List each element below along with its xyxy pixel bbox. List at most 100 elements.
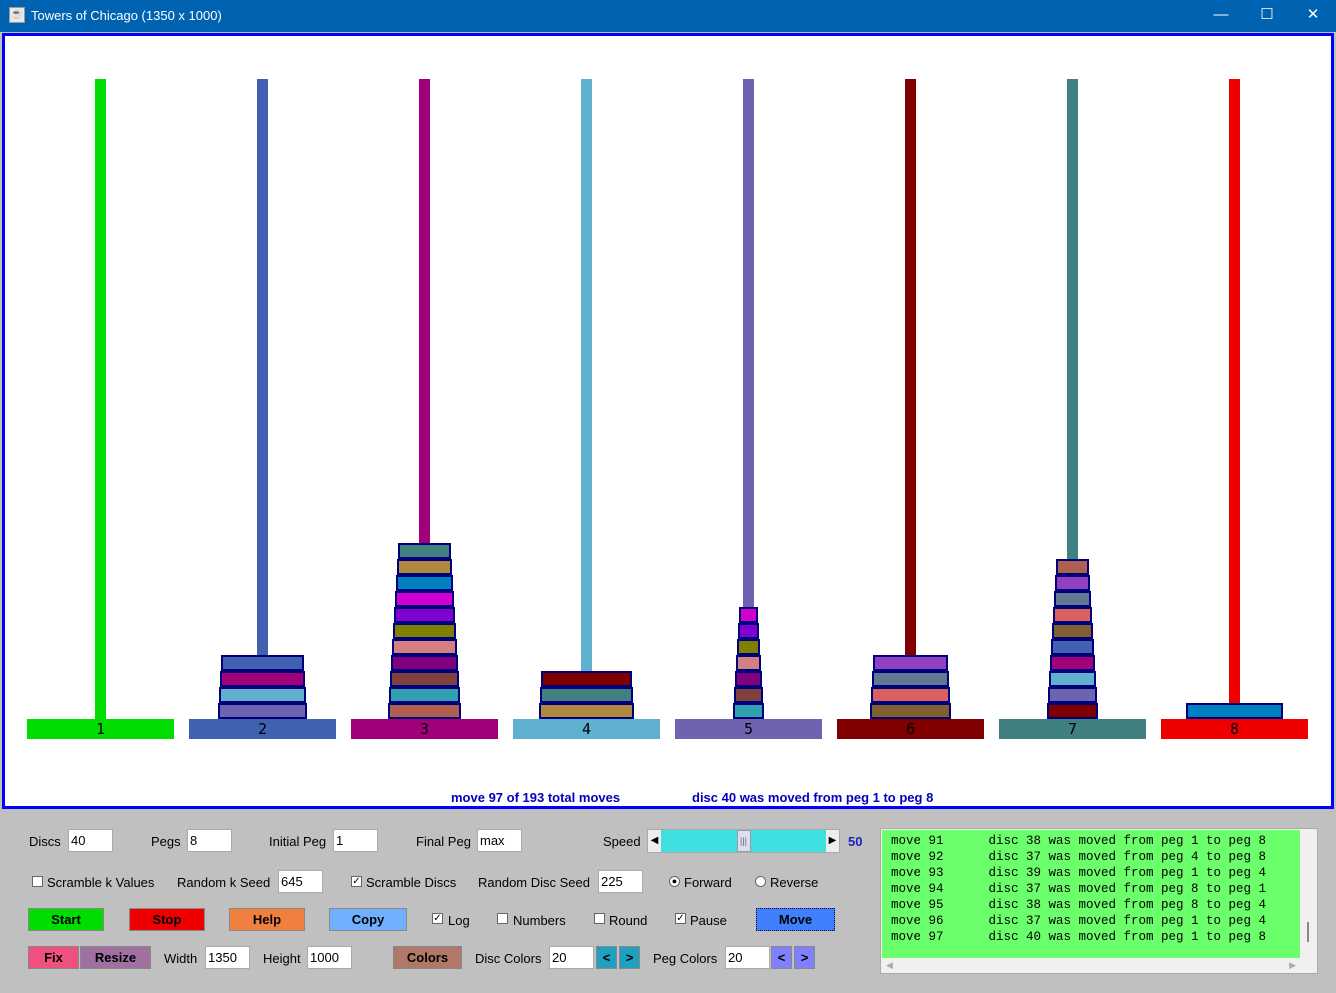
- scramble-k-checkbox[interactable]: [32, 876, 43, 887]
- round-checkbox[interactable]: [594, 913, 605, 924]
- peg-2[interactable]: [257, 79, 268, 719]
- peg-base-3[interactable]: 3: [351, 719, 498, 739]
- disc-20[interactable]: [395, 575, 453, 591]
- disc-3[interactable]: [736, 639, 760, 655]
- discs-input[interactable]: 40: [68, 829, 113, 852]
- peg-colors-input[interactable]: 20: [725, 946, 770, 969]
- log-checkbox[interactable]: ✓: [432, 913, 443, 924]
- peg-1[interactable]: [95, 79, 106, 719]
- disc-24[interactable]: [391, 639, 457, 655]
- disc-21[interactable]: [394, 591, 454, 607]
- disc-28[interactable]: [387, 703, 461, 719]
- disc-15[interactable]: [1048, 671, 1096, 687]
- peg-8[interactable]: [1229, 79, 1240, 719]
- fix-button[interactable]: Fix: [28, 946, 79, 969]
- disc-22[interactable]: [393, 607, 455, 623]
- peg-base-7[interactable]: 7: [999, 719, 1146, 739]
- scroll-left-arrow[interactable]: ◀: [886, 960, 893, 970]
- disc-19[interactable]: [396, 559, 452, 575]
- numbers-checkbox[interactable]: [497, 913, 508, 924]
- maximize-button[interactable]: ☐: [1260, 6, 1274, 23]
- disc-36[interactable]: [217, 703, 307, 719]
- copy-button[interactable]: Copy: [329, 908, 407, 931]
- forward-radio[interactable]: ●: [669, 876, 680, 887]
- close-button[interactable]: ✕: [1306, 6, 1320, 23]
- scramble-discs-checkbox[interactable]: ✓: [351, 876, 362, 887]
- width-input[interactable]: 1350: [205, 946, 250, 969]
- minimize-button[interactable]: —: [1213, 6, 1229, 23]
- disc-6[interactable]: [733, 687, 763, 703]
- disc-colors-prev-button[interactable]: <: [596, 946, 617, 969]
- disc-35[interactable]: [218, 687, 306, 703]
- peg-base-2[interactable]: 2: [189, 719, 336, 739]
- peg-5[interactable]: [743, 79, 754, 719]
- move-button[interactable]: Move: [756, 908, 835, 931]
- pegs-input[interactable]: 8: [187, 829, 232, 852]
- disc-38[interactable]: [539, 687, 633, 703]
- disc-39[interactable]: [538, 703, 634, 719]
- disc-4[interactable]: [735, 655, 761, 671]
- height-input[interactable]: 1000: [307, 946, 352, 969]
- stop-button[interactable]: Stop: [129, 908, 205, 931]
- disc-33[interactable]: [220, 655, 304, 671]
- disc-23[interactable]: [392, 623, 456, 639]
- disc-7[interactable]: [732, 703, 764, 719]
- disc-18[interactable]: [397, 543, 451, 559]
- disc-34[interactable]: [219, 671, 305, 687]
- disc-37[interactable]: [540, 671, 632, 687]
- colors-button[interactable]: Colors: [393, 946, 462, 969]
- k-seed-input[interactable]: 645: [278, 870, 323, 893]
- peg-colors-next-button[interactable]: >: [794, 946, 815, 969]
- disc-2[interactable]: [737, 623, 759, 639]
- final-peg-input[interactable]: max: [477, 829, 522, 852]
- disc-9[interactable]: [1054, 575, 1090, 591]
- disc-16[interactable]: [1047, 687, 1097, 703]
- disc-40[interactable]: [1185, 703, 1283, 719]
- disc-seed-input[interactable]: 225: [598, 870, 643, 893]
- disc-14[interactable]: [1049, 655, 1095, 671]
- help-button[interactable]: Help: [229, 908, 305, 931]
- disc-27[interactable]: [388, 687, 460, 703]
- disc-26[interactable]: [389, 671, 459, 687]
- peg-base-4[interactable]: 4: [513, 719, 660, 739]
- move-log-panel[interactable]: move 91 disc 38 was moved from peg 1 to …: [880, 828, 1318, 974]
- disc-10[interactable]: [1053, 591, 1091, 607]
- reverse-radio[interactable]: [755, 876, 766, 887]
- disc-25[interactable]: [390, 655, 458, 671]
- peg-base-6[interactable]: 6: [837, 719, 984, 739]
- initial-peg-input[interactable]: 1: [333, 829, 378, 852]
- disc-30[interactable]: [871, 671, 949, 687]
- peg-colors-prev-button[interactable]: <: [771, 946, 792, 969]
- disc-17[interactable]: [1046, 703, 1098, 719]
- start-button[interactable]: Start: [28, 908, 104, 931]
- speed-slider[interactable]: ◀ ||| ▶: [647, 829, 840, 853]
- resize-button[interactable]: Resize: [80, 946, 151, 969]
- disc-5[interactable]: [734, 671, 762, 687]
- peg-base-5[interactable]: 5: [675, 719, 822, 739]
- disc-31[interactable]: [870, 687, 950, 703]
- disc-11[interactable]: [1052, 607, 1092, 623]
- disc-29[interactable]: [872, 655, 948, 671]
- peg-4[interactable]: [581, 79, 592, 719]
- peg-3[interactable]: [419, 79, 430, 719]
- scroll-right-arrow[interactable]: ▶: [1289, 960, 1296, 970]
- disc-colors-input[interactable]: 20: [549, 946, 594, 969]
- slider-right-arrow[interactable]: ▶: [826, 830, 839, 852]
- disc-colors-next-button[interactable]: >: [619, 946, 640, 969]
- vertical-scrollbar-thumb[interactable]: [1307, 922, 1309, 942]
- pause-checkbox[interactable]: ✓: [675, 913, 686, 924]
- disc-12[interactable]: [1051, 623, 1093, 639]
- peg-colors-label: Peg Colors: [653, 951, 718, 966]
- peg-base-1[interactable]: 1: [27, 719, 174, 739]
- slider-thumb[interactable]: |||: [736, 830, 751, 852]
- peg-6[interactable]: [905, 79, 916, 719]
- slider-left-arrow[interactable]: ◀: [648, 830, 661, 852]
- disc-32[interactable]: [869, 703, 951, 719]
- peg-base-8[interactable]: 8: [1161, 719, 1308, 739]
- disc-1[interactable]: [738, 607, 758, 623]
- tower-canvas: move 97 of 193 total moves disc 40 was m…: [2, 33, 1334, 809]
- horizontal-scrollbar[interactable]: ◀ ▶: [882, 958, 1300, 973]
- peg-7[interactable]: [1067, 79, 1078, 719]
- disc-13[interactable]: [1050, 639, 1094, 655]
- disc-8[interactable]: [1055, 559, 1089, 575]
